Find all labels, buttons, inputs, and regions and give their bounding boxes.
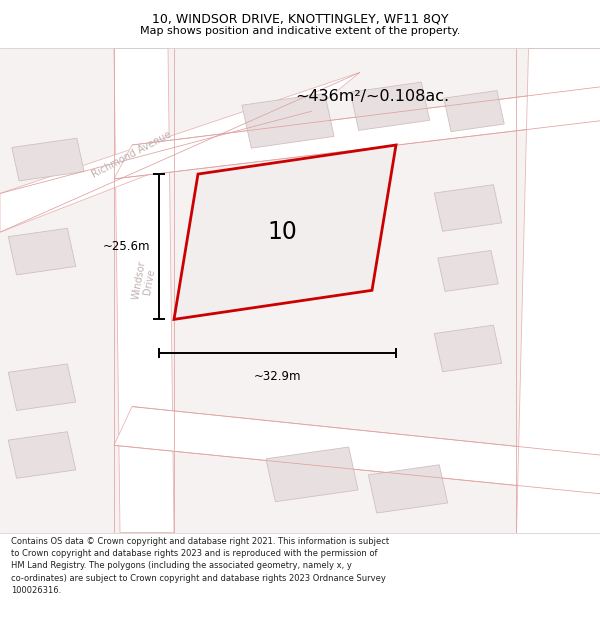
Polygon shape — [242, 93, 334, 148]
Polygon shape — [12, 138, 84, 181]
Polygon shape — [266, 447, 358, 502]
Text: Windsor
Drive: Windsor Drive — [130, 259, 158, 302]
Polygon shape — [350, 82, 430, 131]
Polygon shape — [0, 48, 600, 532]
Text: 10, WINDSOR DRIVE, KNOTTINGLEY, WF11 8QY: 10, WINDSOR DRIVE, KNOTTINGLEY, WF11 8QY — [152, 12, 448, 25]
Polygon shape — [8, 432, 76, 478]
Polygon shape — [438, 251, 498, 291]
Text: 10: 10 — [267, 220, 297, 244]
Polygon shape — [114, 48, 174, 532]
Text: ~32.9m: ~32.9m — [254, 370, 301, 383]
Polygon shape — [0, 72, 360, 232]
Polygon shape — [8, 228, 76, 275]
Polygon shape — [444, 91, 504, 132]
Text: Map shows position and indicative extent of the property.: Map shows position and indicative extent… — [140, 26, 460, 36]
Text: ~25.6m: ~25.6m — [103, 240, 150, 253]
Polygon shape — [516, 48, 600, 532]
Polygon shape — [174, 145, 396, 319]
Text: ~436m²/~0.108ac.: ~436m²/~0.108ac. — [295, 89, 449, 104]
Text: Richmond Avenue: Richmond Avenue — [91, 129, 173, 180]
Polygon shape — [8, 364, 76, 411]
Text: Contains OS data © Crown copyright and database right 2021. This information is : Contains OS data © Crown copyright and d… — [11, 537, 389, 595]
Polygon shape — [368, 465, 448, 513]
Polygon shape — [114, 87, 600, 179]
Polygon shape — [114, 406, 600, 494]
Polygon shape — [434, 184, 502, 231]
Polygon shape — [434, 325, 502, 372]
